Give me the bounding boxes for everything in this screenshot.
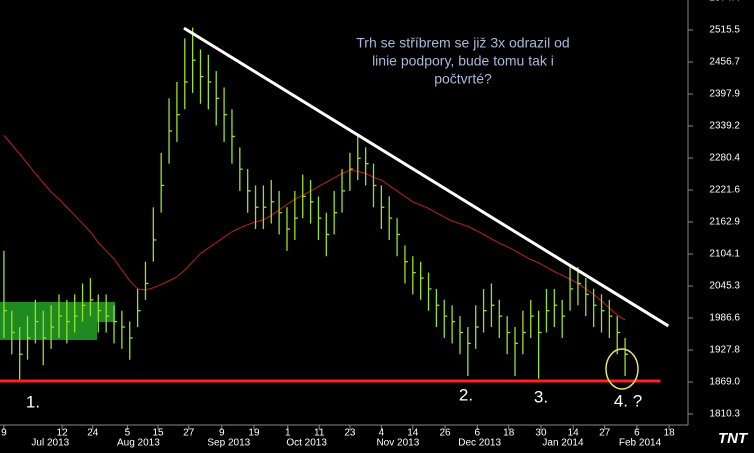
touch-label: 4. ? (614, 391, 642, 410)
trend-line (183, 26, 670, 328)
y-tick-label: 1986.6 (709, 313, 740, 324)
y-tick-label: 1927.8 (709, 345, 740, 356)
month-label: Nov 2013 (376, 438, 419, 449)
month-label: Oct 2013 (286, 438, 327, 449)
logo: TNT (718, 430, 749, 447)
month-label: Jan 2014 (542, 438, 584, 449)
x-tick-label: 18 (503, 428, 515, 439)
x-tick-label: 11 (314, 428, 325, 439)
annotation: Trh se stříbrem se již 3x odrazil od (356, 35, 569, 51)
month-label: Aug 2013 (117, 438, 160, 449)
x-tick-label: 9 (1, 428, 7, 439)
x-tick-label: 30 (535, 428, 547, 439)
annotation: linie podpory, bude tomu tak i (372, 53, 554, 69)
x-tick-label: 18 (664, 428, 676, 439)
x-tick-label: 4 (379, 428, 385, 439)
x-tick-label: 27 (183, 428, 195, 439)
x-tick-label: 23 (344, 428, 356, 439)
y-tick-label: 2280.4 (709, 153, 740, 164)
support-zone (0, 302, 115, 322)
touch-label: 2. (459, 385, 473, 404)
y-tick-label: 2339.2 (709, 121, 740, 132)
x-tick-label: 14 (407, 428, 419, 439)
x-tick-label: 19 (248, 428, 260, 439)
x-tick-label: 27 (599, 428, 611, 439)
month-label: Feb 2014 (619, 438, 662, 449)
y-tick-label: 2515.5 (709, 25, 740, 36)
y-tick-label: 2045.3 (709, 281, 740, 292)
x-tick-label: 9 (219, 428, 225, 439)
y-tick-label: 1869.0 (709, 377, 740, 388)
x-tick-label: 5 (125, 428, 131, 439)
y-tick-label: 2104.1 (709, 249, 740, 260)
month-label: Jul 2013 (31, 438, 69, 449)
x-tick-label: 15 (152, 428, 164, 439)
y-tick-label: 2162.9 (709, 217, 740, 228)
x-tick-label: 26 (439, 428, 451, 439)
support-zone (0, 322, 97, 340)
touch-label: 1. (26, 392, 40, 411)
month-label: Sep 2013 (207, 438, 250, 449)
y-tick-label: 2397.9 (709, 89, 740, 100)
x-tick-label: 1 (285, 428, 291, 439)
y-tick-label: 2574.4 (709, 0, 740, 4)
x-tick-label: 14 (568, 428, 580, 439)
touch-label: 3. (534, 387, 548, 406)
month-label: Dec 2013 (458, 438, 501, 449)
x-tick-label: 12 (57, 428, 69, 439)
x-tick-label: 24 (87, 428, 99, 439)
highlight-circle (605, 348, 639, 390)
annotation: počtvrté? (434, 71, 492, 87)
y-tick-label: 2456.7 (709, 57, 740, 68)
x-tick-label: 6 (634, 428, 640, 439)
moving-average (3, 135, 626, 321)
x-tick-label: 6 (474, 428, 480, 439)
y-tick-label: 2221.6 (709, 185, 740, 196)
y-tick-label: 1810.3 (709, 409, 740, 420)
